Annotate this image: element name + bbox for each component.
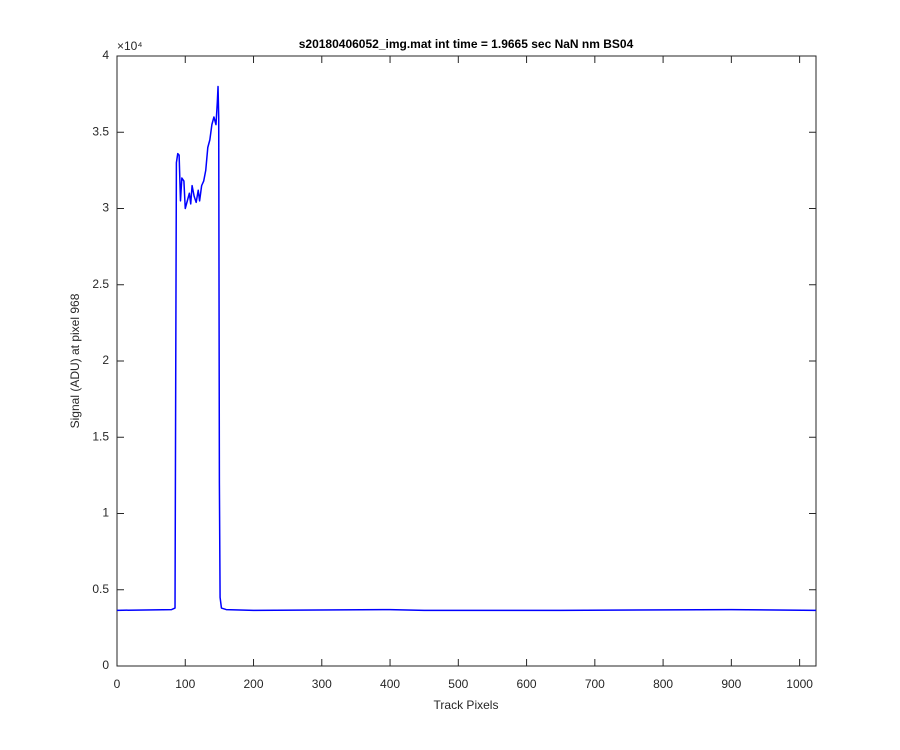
x-tick-label: 300	[312, 677, 332, 691]
x-axis-label: Track Pixels	[434, 698, 499, 712]
y-tick-label: 3.5	[92, 124, 109, 138]
chart-title: s20180406052_img.mat int time = 1.9665 s…	[299, 37, 634, 51]
x-tick-label: 900	[721, 677, 741, 691]
y-tick-label: 4	[102, 48, 109, 62]
x-tick-label: 200	[244, 677, 264, 691]
x-tick-label: 0	[114, 677, 121, 691]
x-tick-label: 600	[517, 677, 537, 691]
y-exponent-label: ×10⁴	[117, 39, 143, 53]
y-tick-label: 0.5	[92, 582, 109, 596]
y-tick-label: 1	[102, 506, 109, 520]
x-tick-label: 1000	[786, 677, 813, 691]
y-tick-label: 2	[102, 353, 109, 367]
y-tick-label: 3	[102, 201, 109, 215]
data-line	[116, 85, 817, 612]
x-tick-label: 400	[380, 677, 400, 691]
x-tick-label: 700	[585, 677, 605, 691]
x-tick-label: 100	[175, 677, 195, 691]
x-tick-label: 500	[448, 677, 468, 691]
y-tick-label: 0	[102, 658, 109, 672]
y-tick-label: 1.5	[92, 429, 109, 443]
x-tick-label: 800	[653, 677, 673, 691]
y-axis-label: Signal (ADU) at pixel 968	[68, 293, 82, 428]
y-tick-label: 2.5	[92, 277, 109, 291]
